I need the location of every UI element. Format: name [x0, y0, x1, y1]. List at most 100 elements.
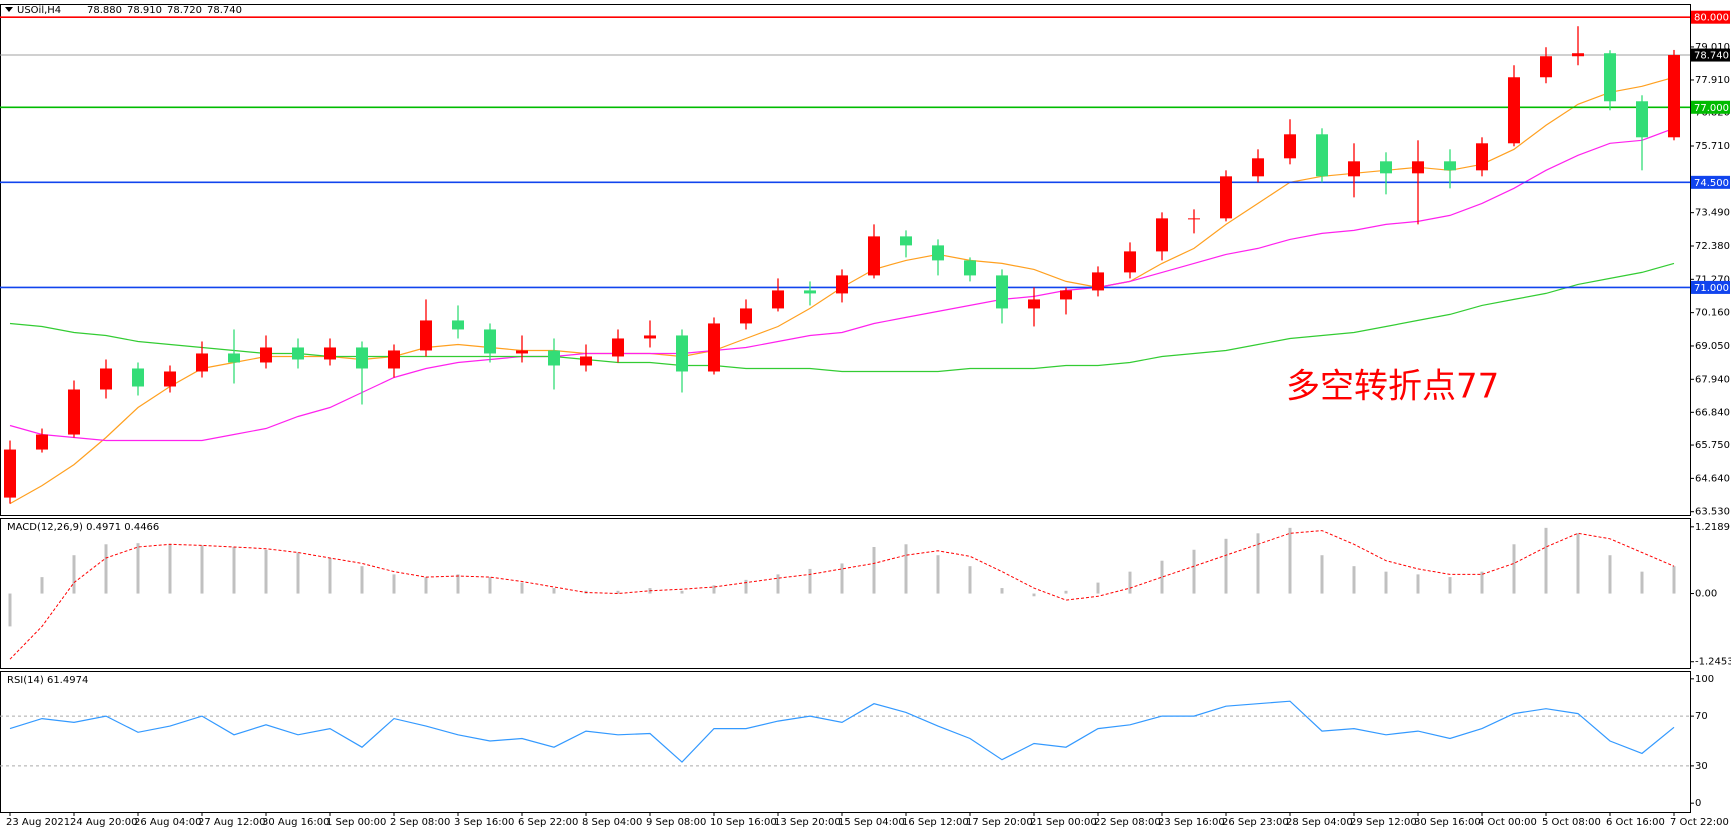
candle-body — [292, 347, 304, 360]
macd-bar — [328, 557, 332, 594]
y-tick-label: 73.490 — [1695, 208, 1730, 219]
x-tick-label: 30 Sep 16:00 — [1414, 817, 1481, 828]
x-tick-label: 13 Sep 20:00 — [774, 817, 841, 828]
y-tick-label: 75.710 — [1695, 141, 1730, 152]
macd-bar — [1608, 555, 1612, 594]
x-tick-label: 26 Sep 23:00 — [1222, 817, 1289, 828]
macd-bar — [168, 544, 172, 594]
candle-body — [676, 335, 688, 372]
candle-body — [1188, 218, 1200, 220]
macd-bar — [712, 585, 716, 594]
rsi-line — [9, 700, 1675, 763]
x-tick-label: 27 Aug 12:00 — [198, 817, 265, 828]
macd-bar — [1000, 588, 1004, 594]
x-tick-label: 7 Oct 22:00 — [1670, 817, 1729, 828]
x-tick-label: 16 Sep 12:00 — [902, 817, 969, 828]
candle-body — [548, 350, 560, 366]
y-tick-label: 79.010 — [1695, 42, 1730, 53]
macd-bar — [1384, 571, 1388, 594]
macd-bar — [1288, 527, 1292, 594]
macd-bar — [136, 543, 140, 594]
y-tick-label: 70 — [1695, 711, 1708, 722]
macd-bar — [1352, 566, 1356, 594]
x-tick-label: 10 Sep 16:00 — [710, 817, 777, 828]
macd-bar — [40, 577, 44, 594]
level-label: 78.740 — [1694, 51, 1729, 62]
candle-body — [1156, 218, 1168, 252]
candle-body — [836, 275, 848, 294]
level-label: 77.000 — [1694, 103, 1729, 114]
macd-bar — [456, 574, 460, 594]
macd-bar — [1544, 527, 1548, 594]
macd-bar — [264, 549, 268, 594]
macd-bar — [616, 590, 620, 594]
x-tick-label: 23 Sep 16:00 — [1158, 817, 1225, 828]
macd-bar — [1096, 582, 1100, 594]
candle-body — [1540, 56, 1552, 78]
macd-bar — [1064, 590, 1068, 594]
y-tick-label: 100 — [1695, 674, 1714, 685]
ohlc-value: 78.910 — [127, 5, 162, 16]
candle-body — [324, 347, 336, 360]
candle-body — [356, 347, 368, 369]
y-tick-label: 70.160 — [1695, 308, 1730, 319]
annotation: 多空转折点77 — [1286, 367, 1499, 407]
candle-body — [932, 245, 944, 261]
x-tick-label: 5 Oct 08:00 — [1542, 817, 1601, 828]
macd-bar — [1160, 560, 1164, 594]
macd-bar — [1192, 549, 1196, 594]
candle-body — [964, 260, 976, 276]
y-tick-label: 77.910 — [1695, 75, 1730, 86]
y-tick-label: 0.00 — [1695, 589, 1717, 600]
level-label: 80.000 — [1694, 13, 1729, 24]
candle-body — [228, 353, 240, 363]
macd-bar — [1032, 593, 1036, 597]
x-tick-label: 30 Aug 16:00 — [262, 817, 329, 828]
symbol-title: USOil,H4 — [17, 5, 61, 16]
panel-title: RSI(14) 61.4974 — [7, 675, 88, 686]
y-tick-label: 63.530 — [1695, 507, 1730, 518]
macd-bar — [1128, 571, 1132, 594]
x-tick-label: 29 Sep 12:00 — [1350, 817, 1417, 828]
candle-body — [100, 368, 112, 390]
candle-body — [1252, 158, 1264, 177]
y-tick-label: 66.840 — [1695, 407, 1730, 418]
macd-bar — [1320, 555, 1324, 594]
candle-body — [484, 329, 496, 354]
moving-average — [9, 262, 1675, 373]
candle-body — [1380, 161, 1392, 174]
macd-bar — [840, 563, 844, 594]
candle-body — [868, 236, 880, 276]
candle-body — [900, 236, 912, 246]
candle-body — [516, 350, 528, 354]
macd-bar — [104, 544, 108, 594]
y-tick-label: 67.940 — [1695, 374, 1730, 385]
candle-body — [1668, 55, 1680, 138]
macd-bar — [1224, 538, 1228, 594]
candle-body — [196, 353, 208, 372]
candle-body — [1284, 134, 1296, 159]
x-tick-label: 9 Sep 08:00 — [646, 817, 706, 828]
macd-bar — [488, 577, 492, 594]
y-tick-label: 30 — [1695, 761, 1708, 772]
x-tick-label: 17 Sep 20:00 — [966, 817, 1033, 828]
candle-body — [1092, 272, 1104, 291]
macd-bar — [72, 555, 76, 594]
x-tick-label: 6 Sep 22:00 — [518, 817, 578, 828]
y-tick-label: 69.050 — [1695, 341, 1730, 352]
candle-body — [1316, 134, 1328, 177]
candle-body — [1444, 161, 1456, 171]
candle-body — [612, 338, 624, 357]
macd-bar — [552, 588, 556, 594]
candle-body — [1572, 53, 1584, 57]
macd-bar — [904, 544, 908, 594]
menu-arrow[interactable] — [5, 7, 13, 12]
x-tick-label: 26 Aug 04:00 — [134, 817, 201, 828]
macd-bar — [1576, 533, 1580, 594]
level-label-box — [1691, 48, 1730, 62]
macd-bar — [232, 547, 236, 594]
x-tick-label: 8 Sep 04:00 — [582, 817, 642, 828]
macd-bar — [968, 566, 972, 594]
